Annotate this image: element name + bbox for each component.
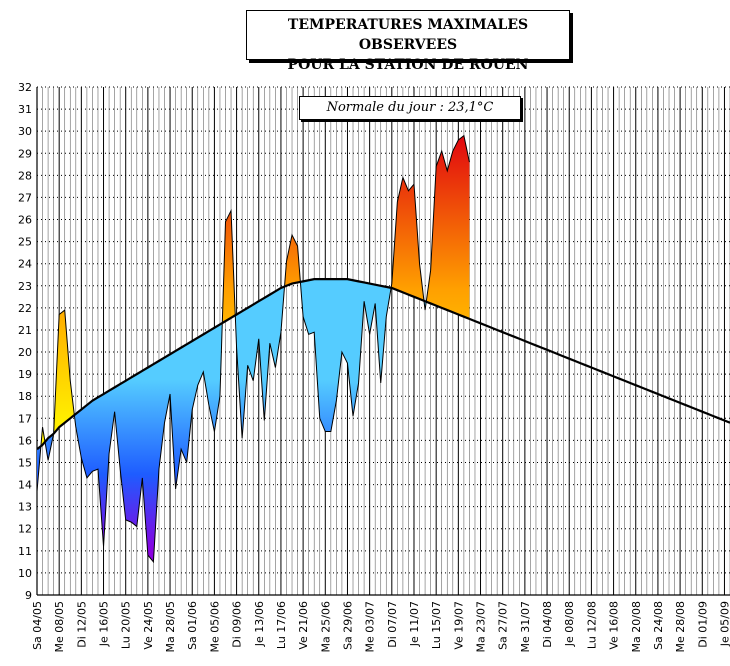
x-tick-label: Je 05/09 bbox=[718, 601, 730, 647]
cold-area bbox=[235, 286, 285, 439]
y-tick-label: 19 bbox=[18, 368, 32, 381]
warm-area bbox=[53, 310, 75, 434]
x-tick-label: Je 13/06 bbox=[253, 601, 266, 647]
y-tick-label: 32 bbox=[18, 81, 32, 94]
x-tick-label: Je 11/07 bbox=[408, 601, 421, 647]
x-tick-label: Di 01/09 bbox=[696, 601, 709, 648]
y-tick-label: 26 bbox=[18, 214, 32, 227]
y-tick-label: 21 bbox=[18, 324, 32, 337]
x-tick-label: Je 08/08 bbox=[563, 601, 576, 647]
y-tick-label: 18 bbox=[18, 390, 32, 403]
y-tick-label: 10 bbox=[18, 567, 32, 580]
y-tick-label: 28 bbox=[18, 169, 32, 182]
x-tick-label: Di 09/06 bbox=[231, 601, 244, 648]
normale-annotation: Normale du jour : 23,1°C bbox=[299, 96, 521, 120]
y-tick-label: 11 bbox=[18, 545, 32, 558]
x-tick-label: Ma 25/06 bbox=[319, 601, 332, 652]
x-tick-label: Je 16/05 bbox=[98, 601, 111, 647]
y-tick-label: 14 bbox=[18, 479, 32, 492]
x-tick-label: Me 28/08 bbox=[674, 601, 687, 652]
chart-title-box: TEMPERATURES MAXIMALES OBSERVEES POUR LA… bbox=[246, 10, 570, 73]
x-tick-label: Me 31/07 bbox=[519, 601, 532, 652]
cold-area bbox=[300, 279, 392, 432]
y-tick-label: 16 bbox=[18, 434, 32, 447]
y-tick-label: 23 bbox=[18, 280, 32, 293]
x-tick-label: Di 07/07 bbox=[386, 601, 399, 648]
x-tick-label: Ma 20/08 bbox=[630, 601, 643, 652]
cold-area bbox=[74, 323, 223, 562]
y-tick-label: 22 bbox=[18, 302, 32, 315]
x-tick-label: Ve 21/06 bbox=[297, 601, 310, 650]
y-tick-label: 9 bbox=[25, 589, 32, 602]
warm-area bbox=[284, 234, 301, 287]
warm-area bbox=[426, 135, 470, 319]
x-tick-label: Ve 19/07 bbox=[452, 601, 465, 650]
y-tick-label: 15 bbox=[18, 456, 32, 469]
x-tick-label: Sa 01/06 bbox=[186, 601, 199, 650]
y-axis-ticks: 9 10 11 12 13 14 15 16 17 18 19 20 21 22 23 24 25 26 27 28 2… bbox=[18, 81, 32, 602]
y-tick-label: 20 bbox=[18, 346, 32, 359]
y-tick-label: 25 bbox=[18, 236, 32, 249]
y-tick-label: 27 bbox=[18, 191, 32, 204]
x-tick-label: Lu 17/06 bbox=[275, 601, 288, 649]
x-tick-label: Sa 24/08 bbox=[652, 601, 665, 650]
y-tick-label: 13 bbox=[18, 501, 32, 514]
y-tick-label: 30 bbox=[18, 125, 32, 138]
x-tick-label: Me 05/06 bbox=[208, 601, 221, 652]
y-tick-label: 29 bbox=[18, 147, 32, 160]
y-tick-label: 12 bbox=[18, 523, 32, 536]
chart-title-line2: POUR LA STATION DE ROUEN bbox=[287, 57, 529, 73]
y-tick-label: 17 bbox=[18, 412, 32, 425]
x-tick-label: Lu 15/07 bbox=[430, 601, 443, 649]
x-tick-label: Ma 28/05 bbox=[164, 601, 177, 652]
x-tick-label: Di 04/08 bbox=[541, 601, 554, 648]
temperature-lines bbox=[37, 134, 730, 564]
x-tick-label: Di 12/05 bbox=[75, 601, 88, 648]
warm-area bbox=[391, 177, 424, 301]
x-tick-label: Ve 24/05 bbox=[142, 601, 155, 650]
x-tick-label: Sa 29/06 bbox=[341, 601, 354, 650]
chart-title-line1: TEMPERATURES MAXIMALES OBSERVEES bbox=[287, 17, 529, 53]
x-tick-label: Lu 12/08 bbox=[585, 601, 598, 649]
x-tick-label: Me 08/05 bbox=[53, 601, 66, 652]
y-tick-label: 24 bbox=[18, 258, 32, 271]
normal-temperature-line bbox=[37, 278, 730, 451]
temperature-areas bbox=[37, 135, 470, 562]
x-tick-label: Me 03/07 bbox=[364, 601, 377, 652]
x-tick-label: Sa 04/05 bbox=[31, 601, 44, 650]
x-tick-label: Sa 27/07 bbox=[497, 601, 510, 650]
x-axis-ticks: Sa 04/05 Me 08/05 Di 12/05 Je 16/05 Lu 20/05… bbox=[31, 601, 730, 652]
x-tick-label: Ma 23/07 bbox=[475, 601, 488, 652]
x-tick-label: Ve 16/08 bbox=[608, 601, 621, 650]
y-tick-label: 31 bbox=[18, 103, 32, 116]
x-tick-label: Lu 20/05 bbox=[120, 601, 133, 649]
